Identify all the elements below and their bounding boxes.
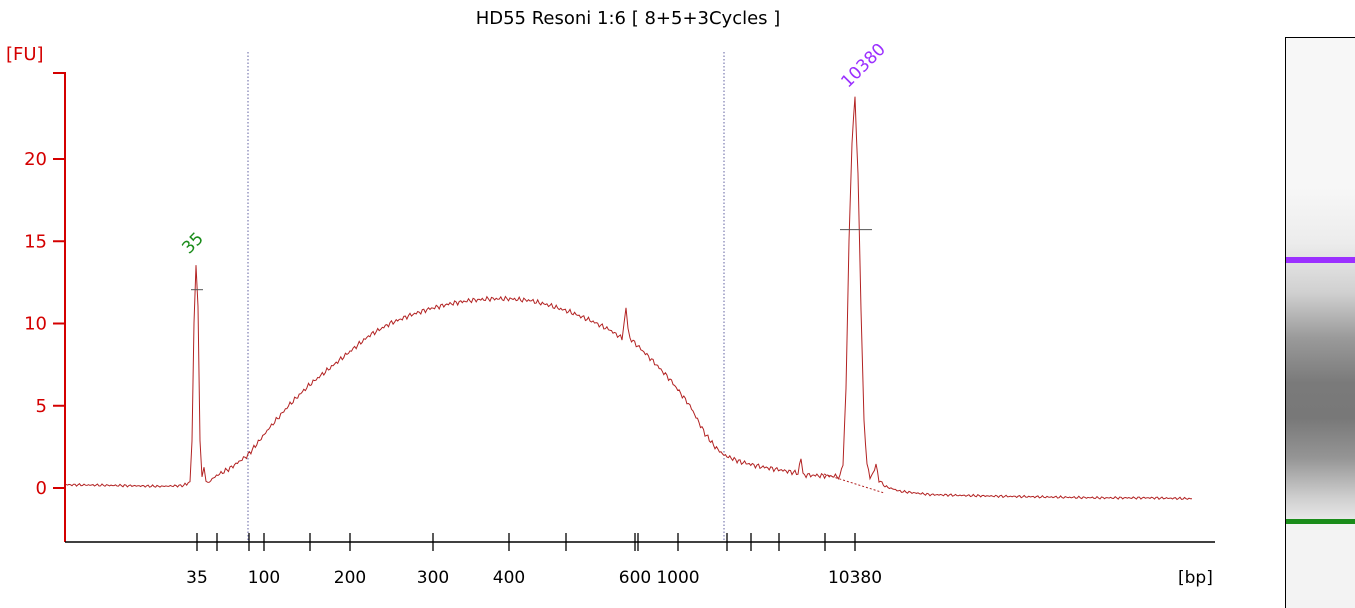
x-axis-unit-label: [bp] xyxy=(1178,568,1213,588)
x-tick-label: 400 xyxy=(493,568,525,588)
y-tick-label: 5 xyxy=(36,396,47,417)
peak-label: 10380 xyxy=(837,40,889,92)
gel-lower-marker-band xyxy=(1286,519,1355,524)
y-axis-unit-label: [FU] xyxy=(6,44,44,65)
x-tick-label: 10380 xyxy=(828,568,882,588)
x-tick-label: 1000 xyxy=(656,568,699,588)
gel-upper-marker-band xyxy=(1286,257,1355,263)
gel-smear xyxy=(1286,38,1355,608)
x-tick-label: 100 xyxy=(248,568,280,588)
x-tick-label: 35 xyxy=(186,568,208,588)
signal-trace xyxy=(65,96,1192,501)
x-tick-label: 600 xyxy=(619,568,651,588)
x-tick-label: 200 xyxy=(334,568,366,588)
region-lines xyxy=(247,52,725,542)
y-tick-label: 15 xyxy=(24,231,47,252)
gel-lane-image xyxy=(1285,37,1355,608)
chart-title: HD55 Resoni 1:6 [ 8+5+3Cycles ] xyxy=(476,8,781,29)
y-tick-label: 0 xyxy=(36,478,47,499)
trace-layer xyxy=(65,96,1192,501)
peak-baseline xyxy=(823,473,885,494)
chart-axes: 0 5 10 15 20 35 100 200 300 400 600 1000 10380 xyxy=(24,72,1215,588)
y-tick-label: 20 xyxy=(24,149,47,170)
peak-layer: 35 10380 xyxy=(178,40,890,291)
x-tick-label: 300 xyxy=(417,568,449,588)
y-tick-label: 10 xyxy=(24,314,47,335)
peak-label: 35 xyxy=(178,229,207,258)
gel-bottom-region xyxy=(1286,524,1355,608)
